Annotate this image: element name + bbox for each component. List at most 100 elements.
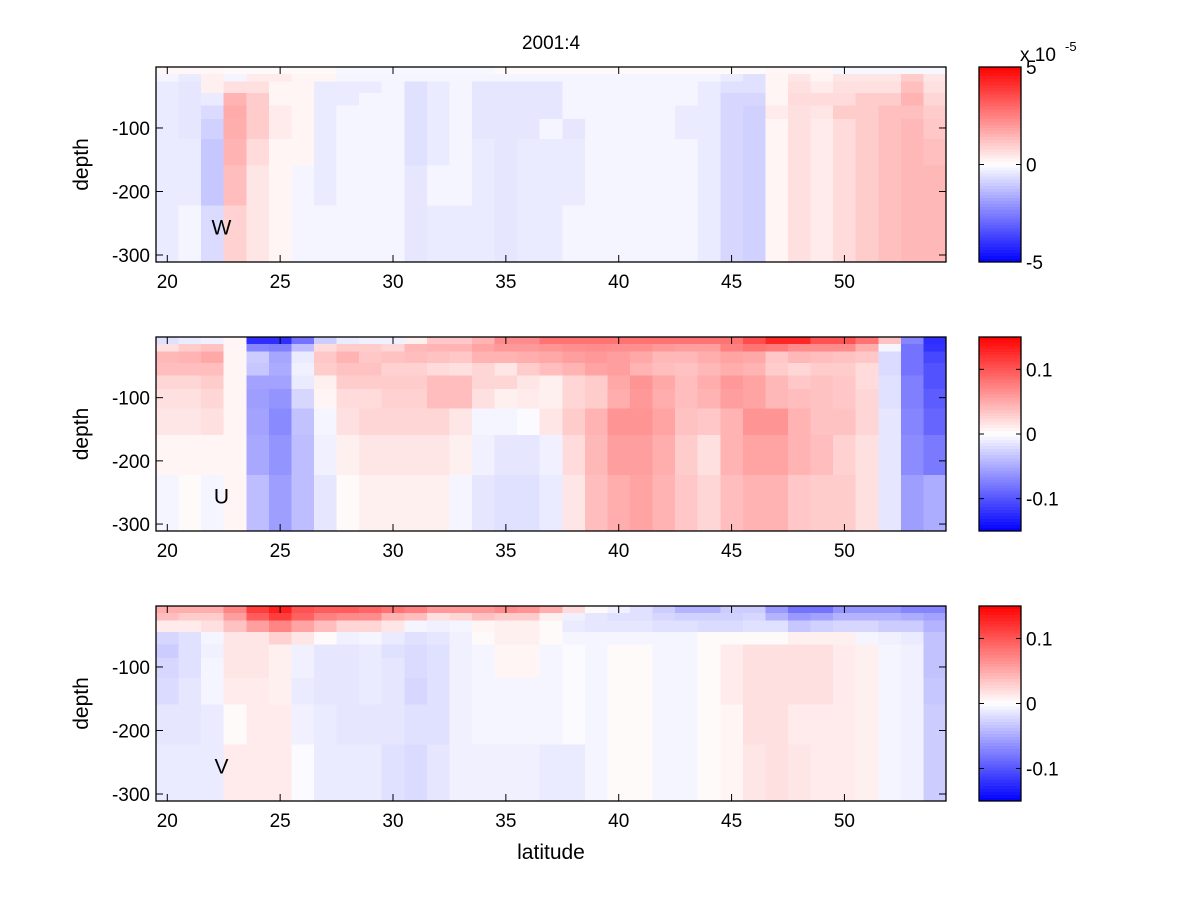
heatmap-cell [562,81,586,94]
heatmap-cell [630,474,654,532]
heatmap-cell [494,644,518,659]
heatmap-cell [178,105,202,120]
heatmap-cell [697,658,721,679]
heatmap-cell [404,388,428,410]
heatmap-cell [517,105,541,120]
heatmap-cell [923,165,947,207]
x-tick-label: 30 [382,541,403,562]
colorbar-swatch [979,170,1021,175]
heatmap-cell [562,644,586,659]
heatmap-cell [494,658,518,679]
heatmap-cell [855,644,879,659]
heatmap-cell [742,105,767,120]
heatmap-cell [720,704,744,746]
heatmap-cell [878,165,902,207]
heatmap-cell [223,337,247,345]
heatmap-cell [697,351,721,364]
colorbar-swatch [979,228,1021,233]
heatmap-cell [449,612,473,622]
heatmap-cell [900,105,925,120]
heatmap-cell [314,119,338,140]
heatmap-cell [449,93,473,107]
heatmap-cell [697,408,721,436]
heatmap-cell [720,434,744,476]
heatmap-cell [156,205,180,263]
colorbar-swatch [979,694,1021,699]
heatmap-cell [539,93,563,107]
heatmap-cell [630,93,654,107]
y-tick-label: -100 [112,658,150,679]
colorbar-swatch [979,155,1021,160]
heatmap-cell [697,644,721,659]
heatmap-cell [630,362,654,377]
heatmap-cell [742,644,767,659]
heatmap-cell [336,343,360,353]
heatmap-cell [336,119,360,140]
heatmap-cell [562,337,586,345]
heatmap-cell [697,375,721,390]
x-tick-label: 35 [495,541,516,562]
heatmap-cell [381,81,405,94]
y-axis-label: depth [70,138,93,191]
heatmap-cell [923,119,947,140]
colorbar-swatch [979,216,1021,220]
heatmap-cell [742,612,767,622]
heatmap-cell [223,612,247,622]
heatmap-cell [517,343,541,353]
heatmap-cell [855,337,879,345]
heatmap-cell [314,165,338,207]
heatmap-cell [291,704,315,746]
heatmap-cell [268,434,293,476]
heatmap-cell [359,612,383,622]
heatmap-cell [494,119,518,140]
heatmap-cell [246,704,270,746]
heatmap-cell [652,704,676,746]
heatmap-cell [652,408,676,436]
x-tick-label: 30 [382,811,403,832]
heatmap-cell [291,105,315,120]
heatmap-cell [923,408,947,436]
colorbar-swatch [979,418,1021,423]
heatmap-cell [900,165,925,207]
heatmap-cell [810,343,834,353]
heatmap-cell [584,408,609,436]
heatmap-cell [833,351,857,364]
colorbar-swatch [979,706,1021,711]
colorbar-swatch [979,240,1021,245]
heatmap-cell [336,632,360,646]
colorbar-swatch [979,231,1021,236]
heatmap-cell [923,343,947,353]
heatmap-cell [246,93,270,107]
heatmap-cell [178,474,202,532]
heatmap-cell [314,612,338,622]
colorbar-swatch [979,609,1021,613]
heatmap-cell [359,744,383,802]
heatmap-cell [539,105,563,120]
heatmap-cell [765,644,789,659]
heatmap-cell [246,73,270,83]
heatmap-cell [539,620,563,633]
heatmap-cell [517,337,541,345]
heatmap-cell [517,644,541,659]
heatmap-cell [178,351,202,364]
heatmap-cell [291,658,315,679]
heatmap-cell [652,362,676,377]
heatmap-cell [178,704,202,746]
heatmap-cell [156,704,180,746]
heatmap-cell [517,677,541,706]
heatmap-cell [291,474,315,532]
heatmap-cell [404,677,428,706]
heatmap-cell [607,408,631,436]
heatmap-cell [359,388,383,410]
heatmap-cell [833,408,857,436]
heatmap-cell [652,620,676,633]
heatmap-cell [855,73,879,83]
heatmap-cell [675,351,699,364]
heatmap-cell [223,744,247,802]
heatmap-cell [449,119,473,140]
heatmap-cell [449,337,473,345]
heatmap-cell [720,362,744,377]
heatmap-cell [178,658,202,679]
heatmap-cell [742,119,767,140]
colorbar-swatch [979,666,1021,671]
